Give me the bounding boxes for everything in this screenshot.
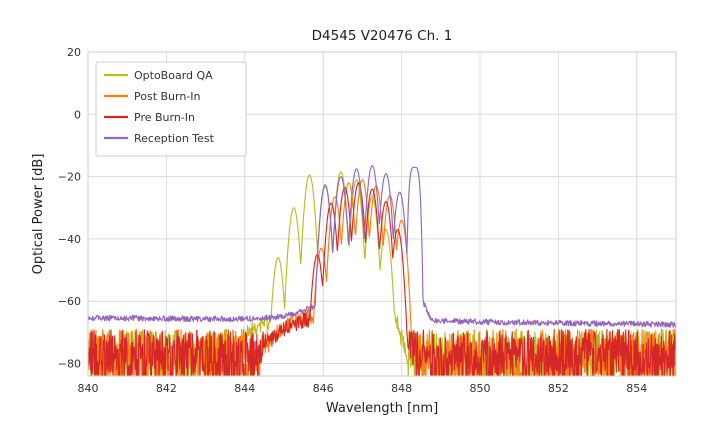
y-axis-label: Optical Power [dB]	[31, 154, 46, 275]
series-pre-burn-in	[88, 182, 676, 376]
legend-label: OptoBoard QA	[134, 69, 213, 82]
x-tick-label: 850	[470, 382, 491, 395]
y-tick-label: 0	[74, 108, 81, 121]
x-tick-label: 854	[626, 382, 647, 395]
x-tick-label: 840	[78, 382, 99, 395]
legend-box	[95, 61, 247, 157]
x-tick-label: 848	[391, 382, 412, 395]
x-tick-label: 844	[234, 382, 255, 395]
legend: OptoBoard QA Post Burn-In Pre Burn-In Recep…	[95, 61, 247, 157]
x-tick-label: 852	[548, 382, 569, 395]
y-tick-label: −40	[58, 233, 81, 246]
y-tick-label: −20	[58, 171, 81, 184]
y-tick-label: 20	[67, 46, 81, 59]
y-tick-label: −60	[58, 295, 81, 308]
legend-label: Pre Burn-In	[134, 111, 195, 124]
x-tick-label: 842	[156, 382, 177, 395]
series-reception-test	[88, 165, 676, 328]
y-tick-label: −80	[58, 358, 81, 371]
legend-label: Reception Test	[134, 132, 215, 145]
legend-label: Post Burn-In	[134, 90, 201, 103]
x-tick-label: 846	[313, 382, 334, 395]
chart-title: D4545 V20476 Ch. 1	[312, 28, 453, 44]
series-layer	[88, 165, 676, 376]
plot-border	[87, 51, 677, 377]
x-axis-label: Wavelength [nm]	[326, 401, 438, 416]
axis-layer: 840 842 844 846 848 850 852 854 20 0 −20 −40 −60 −80	[58, 46, 677, 395]
